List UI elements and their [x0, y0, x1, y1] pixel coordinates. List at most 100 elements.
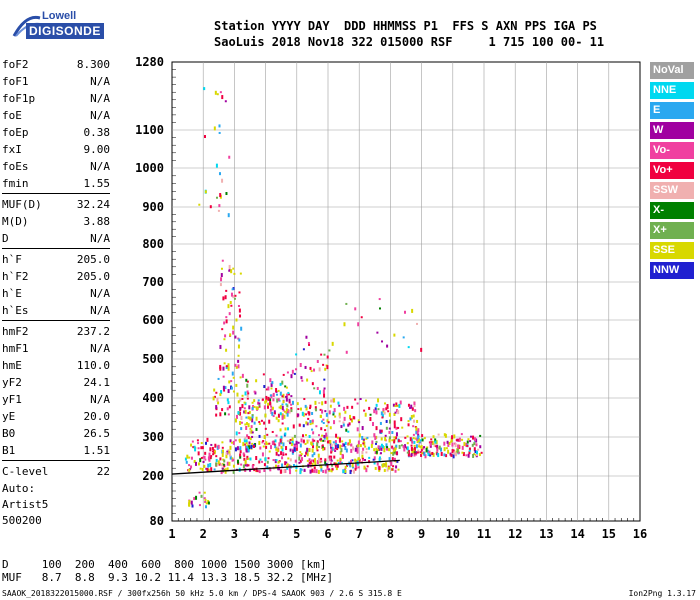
echo-point — [395, 444, 398, 448]
echo-point — [228, 312, 231, 316]
echo-point — [277, 398, 280, 402]
echo-point — [333, 443, 336, 446]
echo-point — [243, 438, 246, 443]
echo-point — [232, 440, 235, 445]
echo-point — [270, 405, 273, 408]
echo-point — [410, 404, 413, 409]
echo-point — [450, 440, 453, 443]
echo-point — [324, 400, 327, 404]
echo-point — [357, 419, 360, 423]
digisonde-logo: Lowell DIGISONDE — [6, 8, 104, 44]
echo-point — [228, 155, 231, 159]
echo-point — [357, 457, 360, 461]
param-row: h`E N/A — [2, 285, 110, 302]
echo-point — [213, 388, 216, 392]
param-row: M(D) 3.88 — [2, 213, 110, 230]
echo-point — [330, 448, 333, 452]
echo-point — [224, 100, 227, 103]
echo-point — [300, 453, 303, 456]
echo-point — [253, 421, 256, 425]
echo-point — [450, 437, 453, 442]
echo-point — [339, 451, 342, 456]
echo-point — [329, 439, 332, 444]
echo-point — [258, 460, 261, 464]
echo-point — [451, 442, 454, 447]
echo-point — [475, 438, 478, 443]
echo-point — [228, 264, 231, 269]
echo-point — [393, 439, 396, 444]
x-tick-label: 15 — [602, 527, 616, 541]
echo-point — [344, 446, 347, 451]
echo-point — [378, 466, 381, 471]
echo-point — [365, 399, 368, 402]
echo-point — [448, 441, 451, 445]
echo-point — [240, 427, 243, 431]
y-tick-label: 800 — [142, 237, 164, 251]
echo-point — [346, 405, 349, 409]
echo-point — [246, 394, 249, 399]
echo-point — [295, 368, 298, 371]
param-row: foF2 8.300 — [2, 56, 110, 73]
echo-point — [395, 436, 398, 440]
echo-point — [227, 413, 230, 416]
echo-point — [322, 389, 325, 394]
echo-point — [267, 457, 270, 460]
echo-point — [271, 440, 274, 445]
echo-point — [361, 454, 364, 459]
echo-point — [333, 408, 336, 413]
echo-point — [246, 464, 249, 467]
echo-point — [221, 178, 224, 183]
echo-point — [334, 449, 337, 452]
echo-point — [351, 418, 354, 423]
echo-point — [237, 359, 240, 363]
echo-point — [381, 445, 384, 449]
echo-point — [279, 391, 282, 396]
echo-point — [248, 445, 251, 450]
echo-point — [365, 451, 368, 454]
echo-point — [266, 404, 269, 409]
echo-point — [454, 443, 457, 448]
echo-point — [258, 421, 261, 424]
echo-point — [204, 500, 207, 503]
echo-point — [372, 422, 375, 427]
echo-point — [389, 436, 392, 440]
echo-point — [244, 436, 247, 440]
echo-point — [326, 419, 329, 423]
echo-point — [255, 427, 258, 431]
echo-point — [263, 463, 266, 467]
echo-point — [314, 461, 317, 466]
echo-point — [244, 391, 247, 396]
echo-point — [338, 438, 341, 443]
echo-point — [356, 449, 359, 454]
echo-point — [249, 416, 252, 421]
echo-point — [316, 359, 319, 363]
echo-point — [322, 363, 325, 366]
echo-point — [340, 448, 343, 453]
echo-point — [461, 438, 464, 441]
echo-point — [340, 461, 343, 464]
autoscaling-info: Auto: Artist5 500200 — [2, 481, 48, 529]
echo-point — [391, 439, 394, 442]
echo-point — [249, 427, 252, 430]
echo-point — [338, 412, 341, 417]
echo-point — [357, 322, 360, 327]
echo-point — [255, 467, 258, 472]
echo-point — [239, 455, 242, 459]
echo-point — [375, 450, 378, 454]
echo-point — [468, 451, 471, 455]
x-tick-label: 16 — [633, 527, 647, 541]
echo-point — [309, 420, 312, 424]
echo-point — [364, 458, 367, 461]
echo-point — [231, 441, 234, 444]
echo-point — [349, 418, 352, 421]
echo-point — [410, 446, 413, 451]
echo-point — [282, 373, 285, 376]
param-row: B1 1.51 — [2, 442, 110, 459]
param-value: 22 — [96, 465, 110, 478]
echo-point — [203, 497, 206, 500]
echo-point — [285, 395, 288, 398]
param-value: 110.0 — [76, 359, 110, 372]
echo-point — [395, 432, 398, 437]
echo-point — [245, 439, 248, 443]
echo-point — [219, 457, 222, 461]
